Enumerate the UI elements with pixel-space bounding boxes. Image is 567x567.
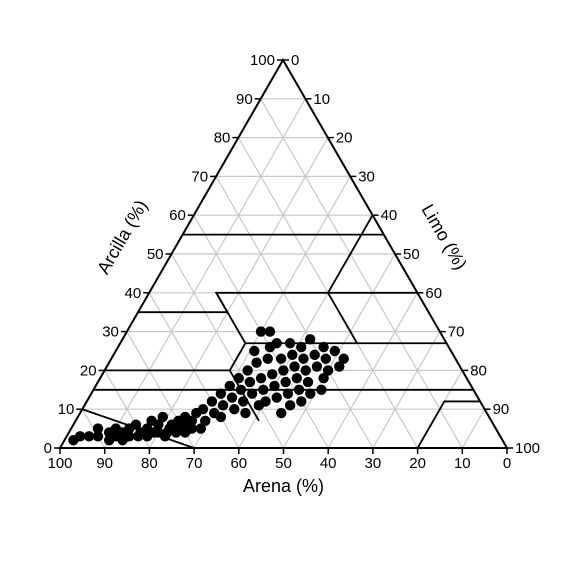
data-point (93, 423, 103, 433)
tick-label: 60 (169, 207, 186, 224)
data-point (312, 361, 322, 371)
data-point (216, 412, 226, 422)
data-point (242, 365, 252, 375)
data-point (287, 350, 297, 360)
data-point (292, 373, 302, 383)
tick-label: 20 (336, 130, 353, 147)
data-point (263, 354, 273, 364)
tick-label: 0 (503, 455, 511, 472)
tick-label: 80 (470, 362, 487, 379)
tick-label: 30 (102, 324, 119, 341)
ternary-chart: 0 10 20 30 40 50 60 70 80 90 100 0 10 20 30 40 50 60 70 80… (0, 0, 567, 567)
data-point (227, 392, 237, 402)
data-point (303, 377, 313, 387)
data-point (256, 326, 266, 336)
data-point (318, 342, 328, 352)
data-point (301, 365, 311, 375)
tick-label: 60 (230, 455, 247, 472)
region-line (328, 293, 357, 343)
data-point (285, 338, 295, 348)
tick-label: 50 (403, 246, 420, 263)
data-point (258, 385, 268, 395)
tick-label: 10 (58, 401, 75, 418)
data-point (294, 385, 304, 395)
data-point (236, 385, 246, 395)
data-point (296, 342, 306, 352)
ticks-bottom: 0 10 20 30 40 50 60 70 80 90 100 (47, 448, 511, 472)
tick-label: 80 (214, 130, 231, 147)
data-point (218, 400, 228, 410)
tick-label: 100 (47, 455, 72, 472)
data-point (305, 388, 315, 398)
data-point (249, 346, 259, 356)
tick-label: 70 (191, 168, 208, 185)
data-point (229, 404, 239, 414)
data-point (289, 361, 299, 371)
axis-label-arcilla: Arcilla (%) (93, 196, 151, 277)
tick-label: 50 (147, 246, 164, 263)
data-point (260, 396, 270, 406)
tick-label: 90 (96, 455, 113, 472)
data-point (339, 354, 349, 364)
data-point (321, 354, 331, 364)
data-point (269, 381, 279, 391)
axis-label-limo: Limo (%) (418, 201, 471, 273)
data-point (131, 420, 141, 430)
data-point (265, 326, 275, 336)
data-point (280, 377, 290, 387)
tick-label: 40 (381, 207, 398, 224)
data-point (207, 396, 217, 406)
data-point (216, 388, 226, 398)
data-point (316, 385, 326, 395)
data-point (200, 416, 210, 426)
data-point (158, 412, 168, 422)
data-point (240, 408, 250, 418)
data-point (278, 365, 288, 375)
data-point (251, 357, 261, 367)
data-point (305, 334, 315, 344)
tick-label: 100 (515, 440, 540, 457)
data-point (238, 396, 248, 406)
data-point (323, 365, 333, 375)
tick-label: 70 (448, 324, 465, 341)
tick-label: 90 (493, 401, 510, 418)
axis-label-arena: Arena (%) (243, 476, 324, 496)
tick-label: 0 (291, 52, 299, 69)
data-point (271, 338, 281, 348)
tick-label: 10 (454, 455, 471, 472)
tick-label: 10 (313, 91, 330, 108)
data-point (285, 400, 295, 410)
data-point (267, 369, 277, 379)
tick-label: 20 (409, 455, 426, 472)
tick-label: 60 (425, 285, 442, 302)
tick-label: 40 (320, 455, 337, 472)
tick-label: 30 (365, 455, 382, 472)
tick-label: 70 (186, 455, 203, 472)
tick-label: 100 (250, 52, 275, 69)
data-point (225, 381, 235, 391)
data-point (276, 408, 286, 418)
tick-label: 30 (358, 168, 375, 185)
data-point (330, 346, 340, 356)
data-point (298, 354, 308, 364)
data-point (245, 377, 255, 387)
data-point (75, 431, 85, 441)
data-point (256, 373, 266, 383)
tick-label: 50 (275, 455, 292, 472)
data-point (84, 431, 94, 441)
tick-label: 80 (141, 455, 158, 472)
tick-label: 40 (125, 285, 142, 302)
data-point (198, 404, 208, 414)
data-point (247, 388, 257, 398)
data-point (234, 373, 244, 383)
data-point (272, 392, 282, 402)
tick-label: 90 (236, 91, 253, 108)
data-point (283, 388, 293, 398)
tick-label: 20 (80, 362, 97, 379)
data-point (296, 396, 306, 406)
data-point (309, 350, 319, 360)
data-point (276, 354, 286, 364)
